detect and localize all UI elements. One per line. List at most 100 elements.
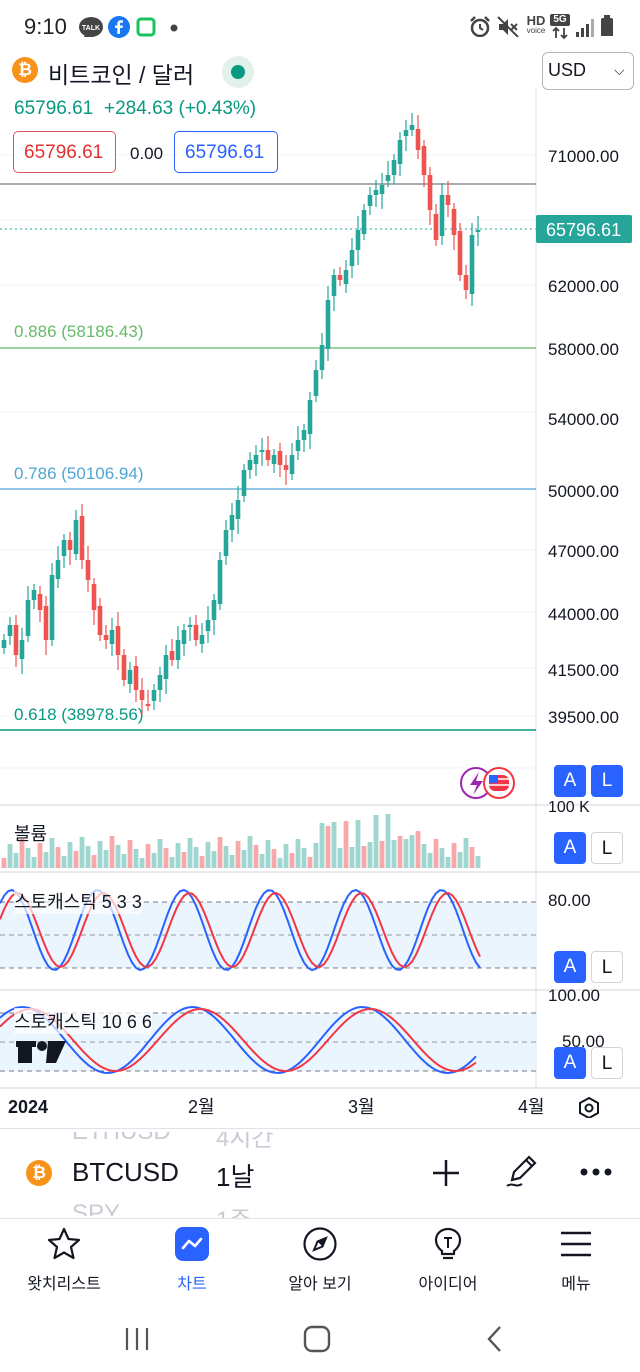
tradingview-logo-icon[interactable] — [16, 1041, 66, 1063]
candle-body — [319, 345, 325, 370]
bitcoin-icon: ₿ — [26, 1160, 52, 1186]
chart-settings-icon[interactable] — [579, 1096, 599, 1118]
nav-menu[interactable]: 메뉴 — [512, 1222, 640, 1293]
stoch2-auto-scale-button[interactable]: A — [554, 1047, 586, 1079]
app-notification-icon — [136, 17, 156, 37]
spread-value: 0.00 — [130, 144, 164, 163]
lightbulb-icon — [434, 1227, 462, 1260]
candle-body — [307, 400, 313, 434]
network-type: 5G — [550, 14, 570, 26]
back-icon[interactable] — [484, 1324, 506, 1354]
fib-label-0786: 0.786 (50106.94) — [14, 464, 144, 483]
auto-scale-button[interactable]: A — [554, 765, 586, 797]
volume-bar — [433, 839, 439, 868]
stoch2-scale-label-mid: 50.00 — [562, 1032, 605, 1051]
market-status-icon[interactable] — [222, 56, 254, 88]
volume-pane-title[interactable]: 볼륨 — [14, 824, 48, 844]
ghost-interval-above: 4시간 — [216, 1125, 274, 1152]
drawing-pen-icon[interactable] — [504, 1152, 540, 1190]
economic-events-icon[interactable] — [460, 767, 515, 799]
symbol-title[interactable]: 비트코인 / 달러 — [48, 62, 195, 88]
volume-bar — [67, 842, 73, 868]
volume-bar — [313, 843, 319, 868]
candle-body — [289, 455, 295, 474]
nav-label: 메뉴 — [561, 1276, 591, 1293]
candle-body — [85, 560, 91, 580]
candle-body — [247, 460, 253, 470]
volume-bar — [379, 841, 385, 868]
candle-body — [67, 540, 73, 550]
stoch1-auto-scale-button[interactable]: A — [554, 951, 586, 983]
nav-label: 왓치리스트 — [27, 1276, 101, 1293]
volume-bar — [349, 847, 355, 868]
log-scale-button[interactable]: L — [591, 765, 623, 797]
volume-bar — [457, 852, 463, 868]
candle-body — [313, 370, 319, 396]
symbol-bar — [0, 1128, 640, 1219]
price-chart[interactable]: 0.886 (58186.43) 0.786 (50106.94) 0.618 … — [0, 88, 640, 1118]
last-price: 65796.61 — [14, 98, 94, 119]
nav-watchlist[interactable]: 왓치리스트 — [0, 1222, 128, 1293]
volume-log-scale-button[interactable]: L — [591, 832, 623, 864]
candle-body — [169, 651, 175, 660]
stoch2-k-line — [0, 1005, 477, 1075]
volume-bar — [193, 847, 199, 868]
currency-select[interactable] — [542, 52, 634, 90]
volume-bar — [283, 844, 289, 868]
volume-bar — [19, 839, 25, 868]
symbol-selector[interactable]: BTCUSD — [72, 1157, 179, 1187]
x-tick-label: 2024 — [8, 1097, 48, 1117]
candle-body — [79, 516, 85, 560]
volume-auto-scale-button[interactable]: A — [554, 832, 586, 864]
stoch1-pane-title[interactable]: 스토캐스틱 5 3 3 — [14, 888, 142, 914]
signal-icon — [576, 19, 594, 37]
interval-selector[interactable]: 1날 — [216, 1162, 255, 1192]
volume-bar — [475, 856, 481, 868]
candle-body — [19, 640, 25, 659]
volume-bar — [91, 855, 97, 868]
candle-body — [277, 451, 283, 465]
candle-body — [217, 560, 223, 604]
stoch2-log-scale-button[interactable]: L — [591, 1047, 623, 1079]
buy-button[interactable]: 65796.61 — [174, 131, 278, 173]
recent-apps-icon[interactable] — [124, 1326, 152, 1352]
data-arrows-icon — [552, 26, 568, 40]
volume-bar — [25, 848, 31, 868]
candle-body — [73, 520, 79, 554]
candle-body — [49, 575, 55, 640]
candle-body — [229, 515, 235, 530]
volume-bar — [235, 841, 241, 868]
volume-bar — [175, 843, 181, 868]
nav-ideas[interactable]: 아이디어 — [384, 1222, 512, 1293]
volume-bar — [403, 839, 409, 868]
mute-icon — [497, 16, 519, 37]
candle-body — [325, 300, 331, 349]
candle-body — [343, 270, 349, 284]
candle-body — [373, 190, 379, 195]
volume-bar — [301, 848, 307, 868]
volume-bar — [307, 857, 313, 868]
candle-body — [31, 590, 37, 600]
candle-body — [469, 235, 475, 294]
candle-body — [25, 600, 31, 636]
y-tick-label: 58000.00 — [548, 340, 619, 359]
nav-chart[interactable]: 차트 — [128, 1222, 256, 1293]
current-price-tag — [536, 215, 632, 243]
home-icon[interactable] — [302, 1324, 332, 1354]
volume-bar — [199, 856, 205, 868]
volume-bar — [133, 849, 139, 868]
hd-label: HD — [526, 13, 546, 28]
stoch2-pane-title[interactable]: 스토캐스틱 10 6 6 — [14, 1008, 152, 1034]
candle-body — [265, 450, 271, 460]
compass-icon — [303, 1227, 337, 1261]
more-options-icon[interactable] — [578, 1164, 614, 1180]
volume-bar — [85, 846, 91, 868]
sell-button[interactable]: 65796.61 — [13, 131, 116, 173]
y-tick-label: 41500.00 — [548, 661, 619, 680]
svg-text:TALK: TALK — [82, 25, 100, 32]
stoch1-log-scale-button[interactable]: L — [591, 951, 623, 983]
candle-body — [235, 500, 241, 519]
volume-bar — [325, 826, 331, 868]
plus-icon[interactable] — [430, 1157, 462, 1189]
nav-explore[interactable]: 알아 보기 — [256, 1222, 384, 1293]
